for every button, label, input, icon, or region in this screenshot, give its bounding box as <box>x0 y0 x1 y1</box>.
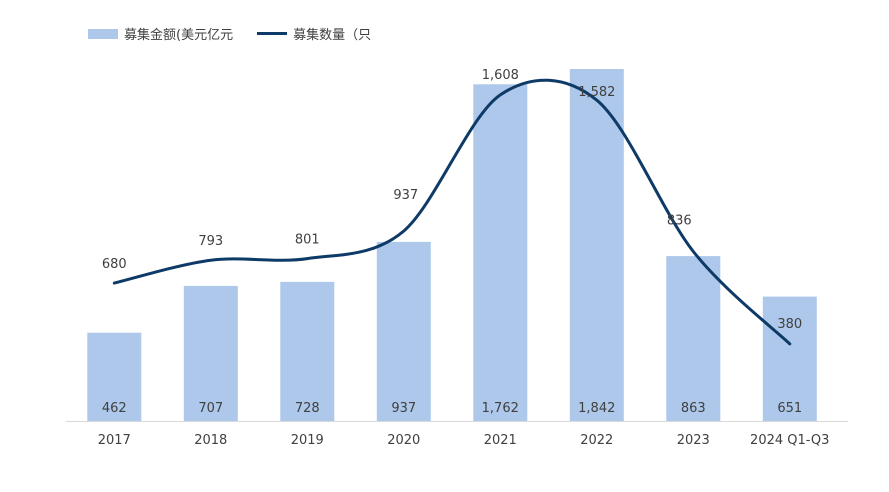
line-data-labels: 680 793 801 937 1,608 1,582 836 380 <box>102 68 802 332</box>
x-tick-label: 2018 <box>194 433 227 448</box>
line-data-label: 836 <box>667 214 692 229</box>
bar-data-label: 707 <box>198 401 223 416</box>
x-tick-label: 2019 <box>291 433 324 448</box>
bar-data-label: 1,762 <box>482 401 519 416</box>
legend-swatch-line <box>257 32 288 35</box>
bar-series <box>87 69 817 422</box>
bar-2021 <box>473 84 528 422</box>
legend-item-amount: 募集金额(美元亿元 <box>88 24 233 43</box>
legend-swatch-bar <box>88 28 118 39</box>
bar-data-label: 863 <box>681 401 706 416</box>
line-data-label: 680 <box>102 257 127 272</box>
bar-2018 <box>183 285 238 421</box>
bar-data-label: 728 <box>295 401 320 416</box>
legend-label-count: 募集数量（只 <box>293 28 372 43</box>
line-data-label: 937 <box>393 188 418 203</box>
line-data-label: 793 <box>198 234 223 249</box>
x-tick-label: 2022 <box>580 433 613 448</box>
line-data-label: 380 <box>777 317 802 332</box>
bar-data-label: 937 <box>391 401 416 416</box>
legend-label-amount: 募集金额(美元亿元 <box>124 28 234 43</box>
line-data-label: 1,582 <box>578 85 615 100</box>
line-data-label: 1,608 <box>482 68 519 83</box>
bar-data-label: 651 <box>777 401 802 416</box>
x-tick-labels: 2017 2018 2019 2020 2021 2022 2023 2024 Q1-Q3 <box>98 433 830 448</box>
bar-2024-q1-q3 <box>762 296 817 421</box>
bar-2019 <box>280 281 335 421</box>
bar-data-label: 1,842 <box>578 401 615 416</box>
x-tick-label: 2020 <box>387 433 420 448</box>
count-series-line <box>112 78 792 346</box>
bar-data-label: 462 <box>102 401 127 416</box>
line-data-label: 801 <box>295 233 320 248</box>
bar-2017 <box>87 332 142 421</box>
bar-2023 <box>666 256 721 421</box>
bar-2022 <box>569 69 624 421</box>
x-tick-label: 2024 Q1-Q3 <box>750 433 829 448</box>
x-tick-label: 2021 <box>484 433 517 448</box>
bar-data-labels: 462 707 728 937 1,762 1,842 863 651 <box>102 401 802 416</box>
x-tick-label: 2023 <box>677 433 710 448</box>
legend: 募集金额(美元亿元 募集数量（只 <box>88 24 395 43</box>
bar-2020 <box>376 241 431 421</box>
legend-item-count: 募集数量（只 <box>257 24 371 43</box>
x-tick-label: 2017 <box>98 433 131 448</box>
